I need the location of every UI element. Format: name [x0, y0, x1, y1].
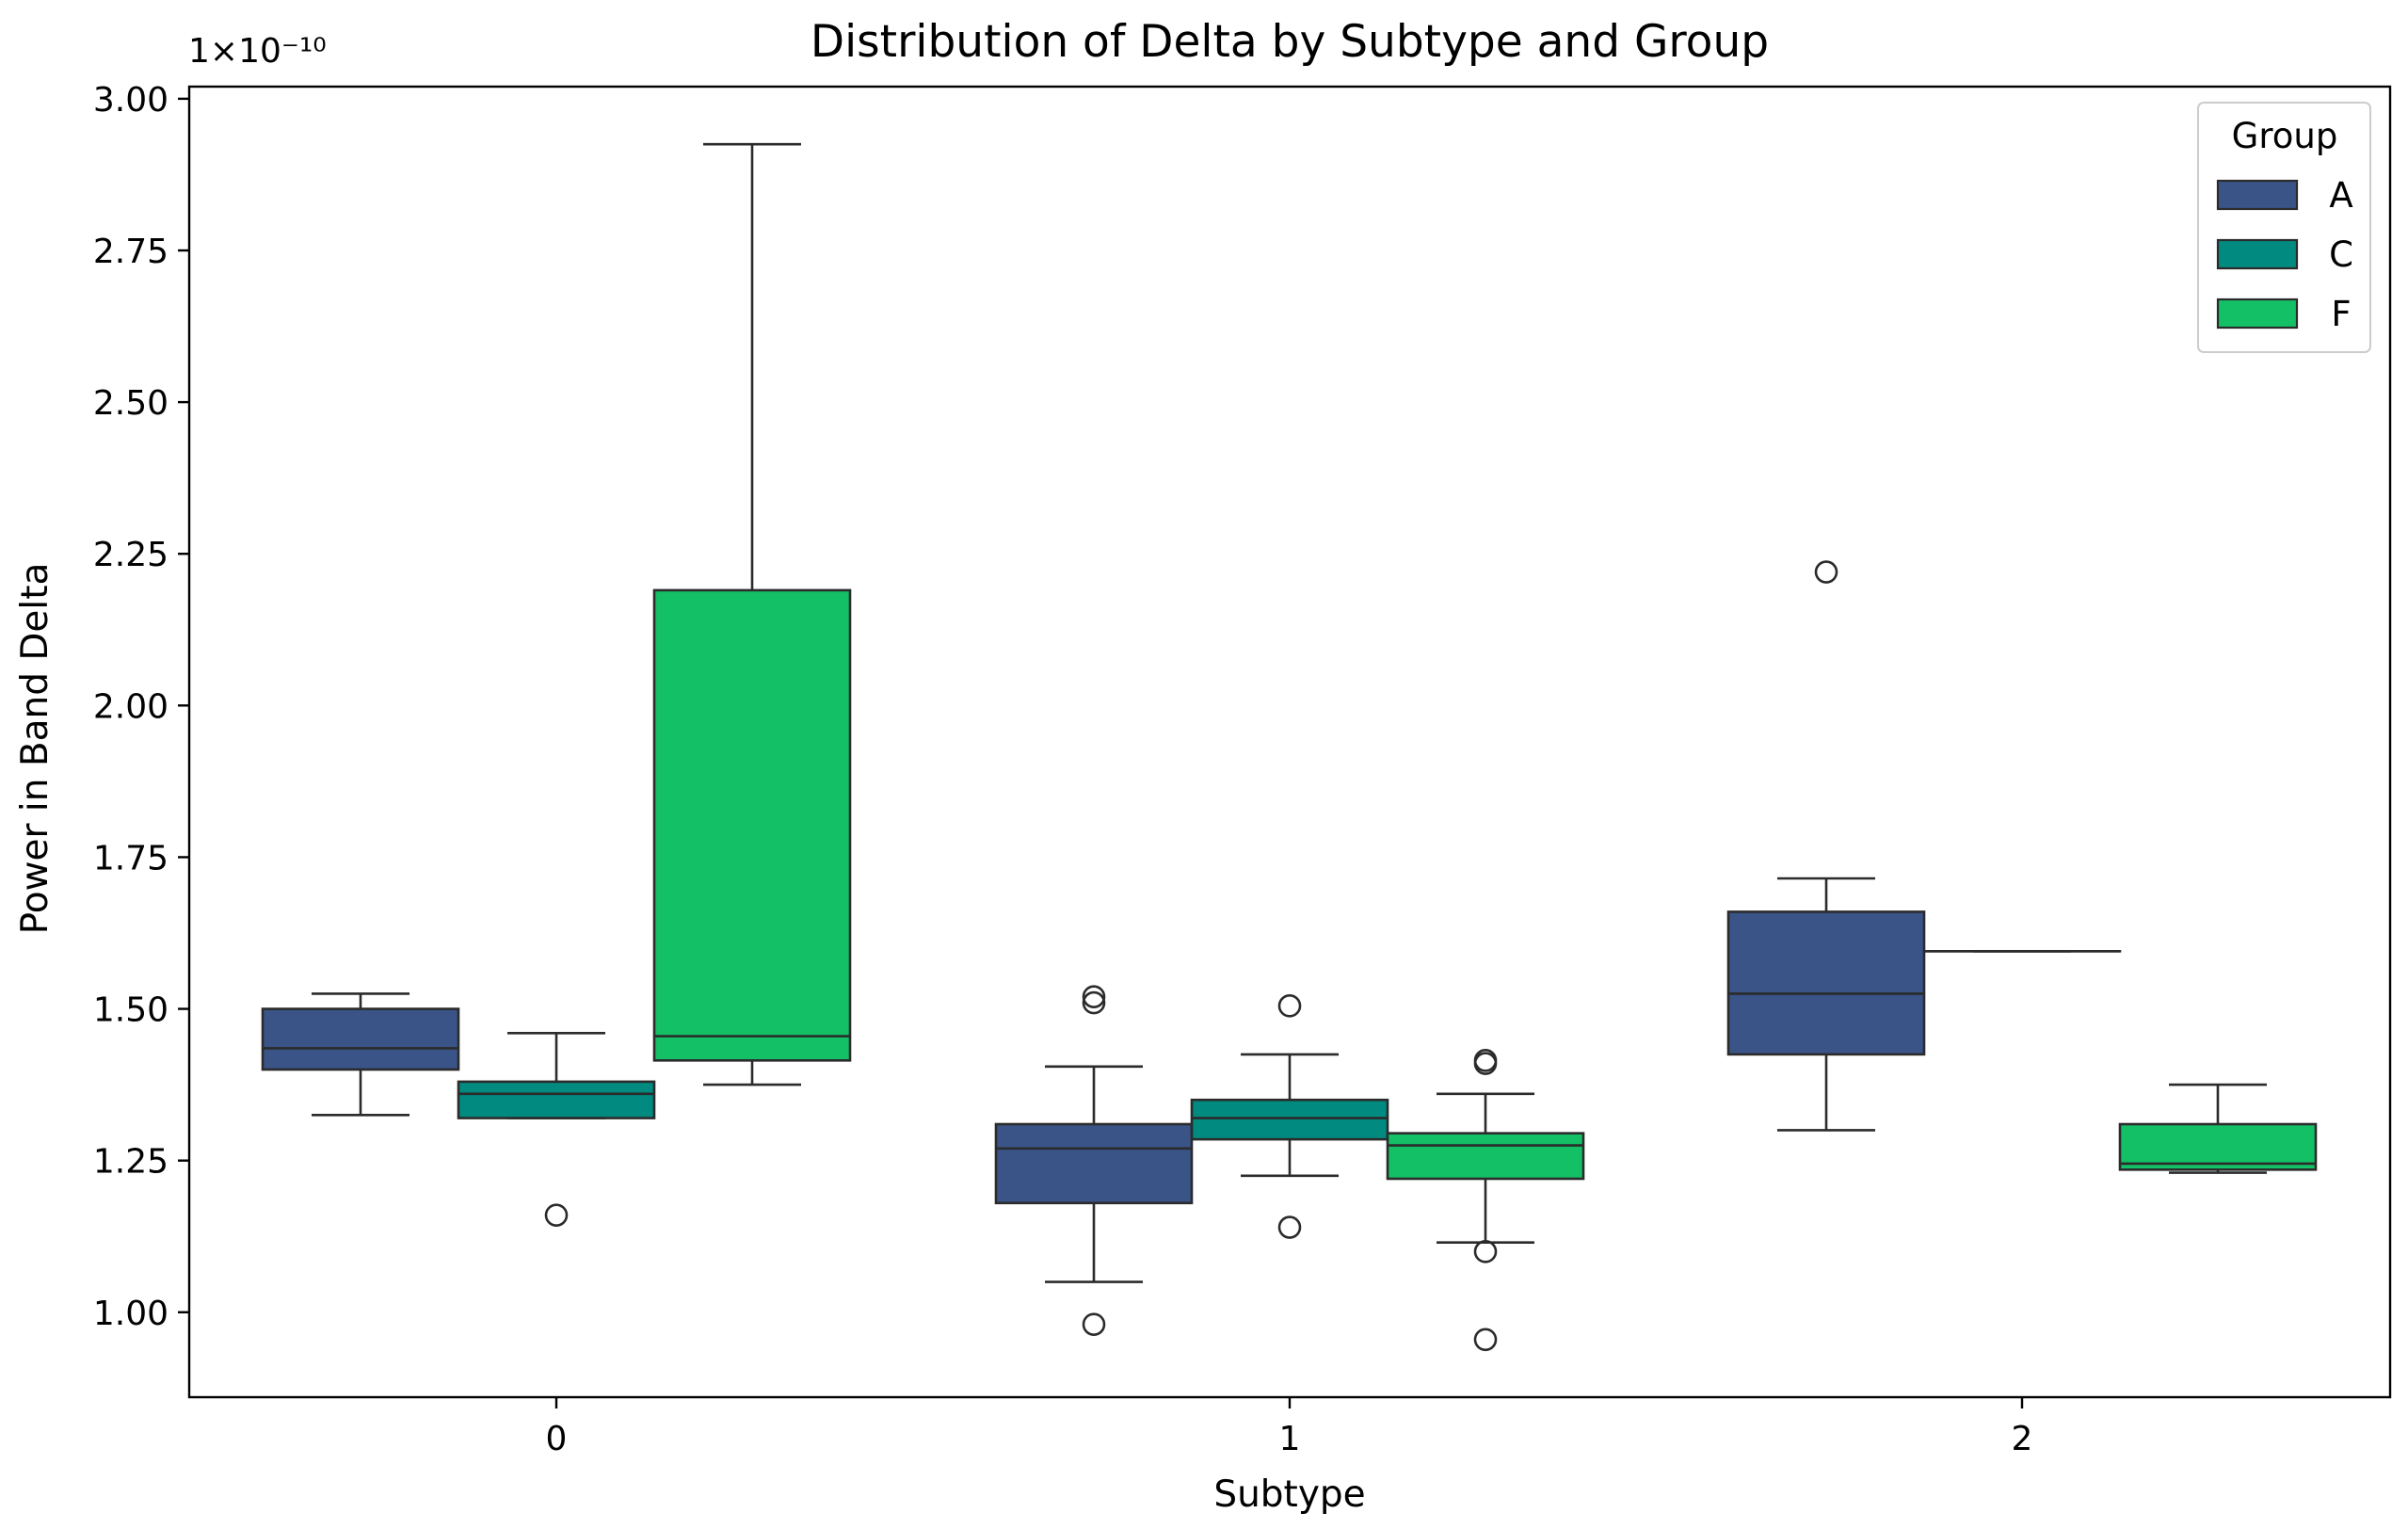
box-body [654, 590, 850, 1060]
legend-label-C: C [2329, 234, 2353, 275]
legend-swatch-A [2218, 181, 2297, 209]
y-tick-label: 1.75 [93, 839, 169, 877]
y-tick-label: 2.75 [93, 233, 169, 271]
box-body [458, 1082, 654, 1119]
legend-title: Group [2232, 116, 2338, 156]
y-tick-label: 2.25 [93, 536, 169, 574]
legend-label-A: A [2329, 175, 2352, 216]
legend-swatch-F [2218, 299, 2297, 328]
x-tick-label: 1 [1279, 1420, 1301, 1458]
box-body [263, 1009, 458, 1070]
y-tick-label: 3.00 [93, 81, 169, 120]
legend-swatch-C [2218, 240, 2297, 268]
box-body [1388, 1134, 1583, 1179]
y-axis-offset-text: 1×10⁻¹⁰ [188, 32, 327, 71]
legend-label-F: F [2331, 294, 2351, 334]
y-axis-label: Power in Band Delta [14, 563, 56, 935]
x-tick-label: 2 [2012, 1420, 2033, 1458]
y-tick-label: 1.00 [93, 1295, 169, 1333]
y-tick-label: 2.50 [93, 384, 169, 423]
x-axis-label: Subtype [1213, 1473, 1365, 1516]
legend: Group ACF [2198, 103, 2370, 352]
y-tick-label: 1.25 [93, 1143, 169, 1182]
chart-title: Distribution of Delta by Subtype and Gro… [811, 16, 1769, 68]
y-tick-label: 1.50 [93, 991, 169, 1030]
box-body [1728, 911, 1924, 1054]
y-tick-label: 2.00 [93, 687, 169, 726]
x-tick-label: 0 [546, 1420, 568, 1458]
box-body [996, 1124, 1192, 1203]
legend-items: ACF [2218, 175, 2353, 334]
box-body [1192, 1100, 1388, 1139]
